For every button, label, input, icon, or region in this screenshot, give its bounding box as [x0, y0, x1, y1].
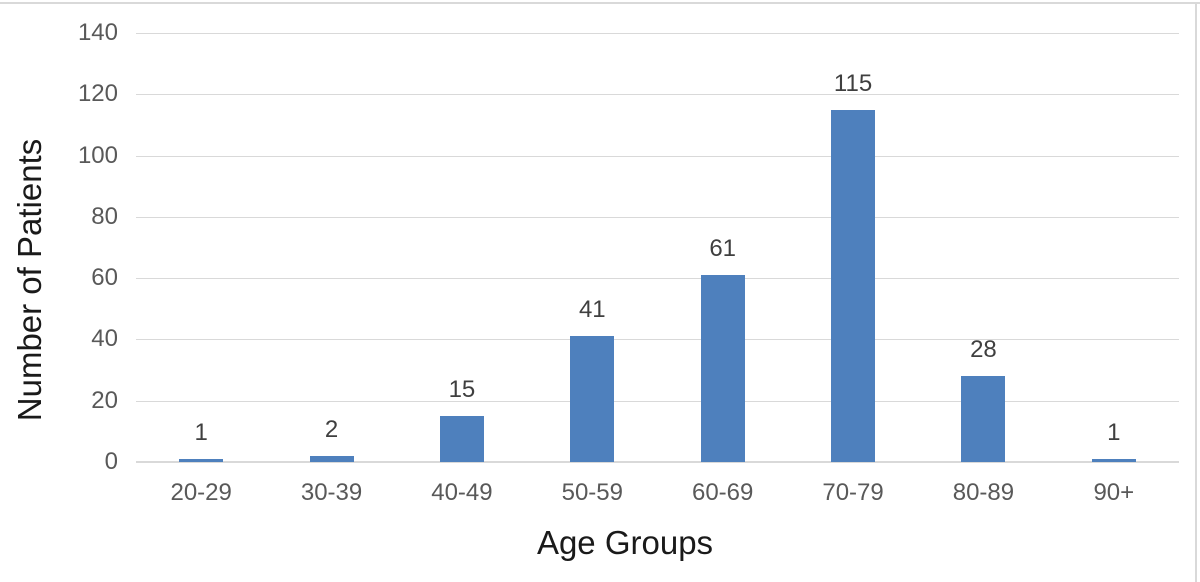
y-axis-title: Number of Patients: [11, 138, 48, 422]
x-tick-label-50-59: 50-59: [561, 479, 623, 506]
y-tick-label-60: 60: [91, 264, 118, 292]
gridline-y-140: [136, 33, 1179, 34]
x-tick-label-40-49: 40-49: [431, 479, 493, 506]
x-tick-label-30-39: 30-39: [300, 479, 363, 506]
gridline-y-100: [136, 155, 1179, 157]
bar-20-29: [179, 458, 224, 462]
plot-area: 0 20 40 60 80 100 120 140 1 20-29 2 30-39 15 40-49 41 5…: [78, 19, 1179, 506]
data-label-70-79: 115: [833, 69, 873, 97]
x-axis-line: [136, 461, 1179, 463]
y-tick-label-120: 120: [77, 80, 118, 108]
data-label-50-59: 41: [578, 296, 606, 324]
y-tick-label-20: 20: [91, 386, 118, 414]
y-tick-label-100: 100: [77, 141, 118, 169]
data-label-90+: 1: [1107, 418, 1121, 446]
x-tick-label-80-89: 80-89: [952, 479, 1015, 506]
bar-60-69: [700, 275, 745, 462]
y-tick-label-80: 80: [91, 202, 118, 230]
data-label-40-49: 15: [448, 376, 476, 404]
gridline-y-80: [136, 216, 1179, 218]
bar-80-89: [961, 376, 1006, 462]
y-tick-label-0: 0: [104, 448, 118, 475]
gridline-y-120: [136, 94, 1179, 96]
gridline-y-60: [136, 278, 1179, 280]
y-tick-label-140: 140: [77, 19, 118, 46]
x-tick-label-90+: 90+: [1093, 479, 1135, 506]
bar-90+: [1091, 458, 1136, 462]
x-tick-label-20-29: 20-29: [170, 479, 232, 506]
gridline-y-40: [136, 339, 1179, 341]
chart-border-top: [0, 2, 1200, 4]
data-label-20-29: 1: [194, 418, 208, 446]
data-label-80-89: 28: [970, 336, 997, 364]
data-label-30-39: 2: [324, 415, 339, 443]
y-tick-label-40: 40: [91, 325, 118, 353]
gridline-y-20: [136, 400, 1179, 402]
bar-30-39: [309, 455, 354, 462]
data-label-60-69: 61: [709, 235, 737, 263]
bar-70-79: [831, 109, 876, 462]
chart-border-right: [1195, 2, 1197, 582]
x-axis-title: Age Groups: [536, 524, 714, 561]
x-tick-label-70-79: 70-79: [822, 479, 884, 506]
bar-50-59: [570, 336, 615, 462]
bar-40-49: [439, 416, 484, 462]
x-tick-label-60-69: 60-69: [691, 479, 754, 506]
